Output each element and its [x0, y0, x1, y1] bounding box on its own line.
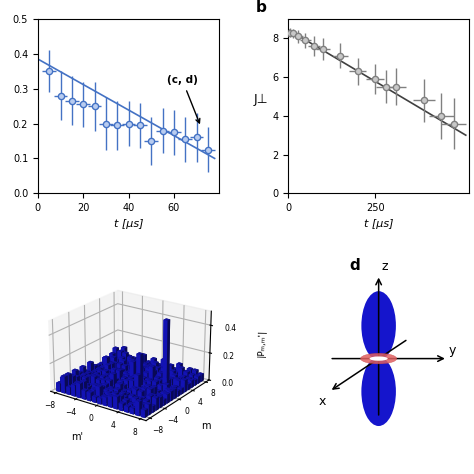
X-axis label: t [μs]: t [μs]: [364, 219, 393, 228]
Y-axis label: J⊥: J⊥: [254, 93, 268, 106]
Ellipse shape: [361, 353, 397, 364]
Ellipse shape: [370, 356, 388, 361]
Text: y: y: [448, 344, 456, 357]
Ellipse shape: [361, 291, 396, 360]
Text: (c, d): (c, d): [167, 75, 200, 123]
Text: z: z: [381, 260, 388, 273]
Ellipse shape: [361, 357, 396, 426]
Text: b: b: [255, 0, 266, 15]
X-axis label: m': m': [71, 432, 83, 442]
Text: d: d: [349, 258, 360, 273]
Text: x: x: [319, 395, 326, 408]
Y-axis label: m: m: [201, 421, 211, 431]
X-axis label: t [μs]: t [μs]: [114, 219, 143, 228]
